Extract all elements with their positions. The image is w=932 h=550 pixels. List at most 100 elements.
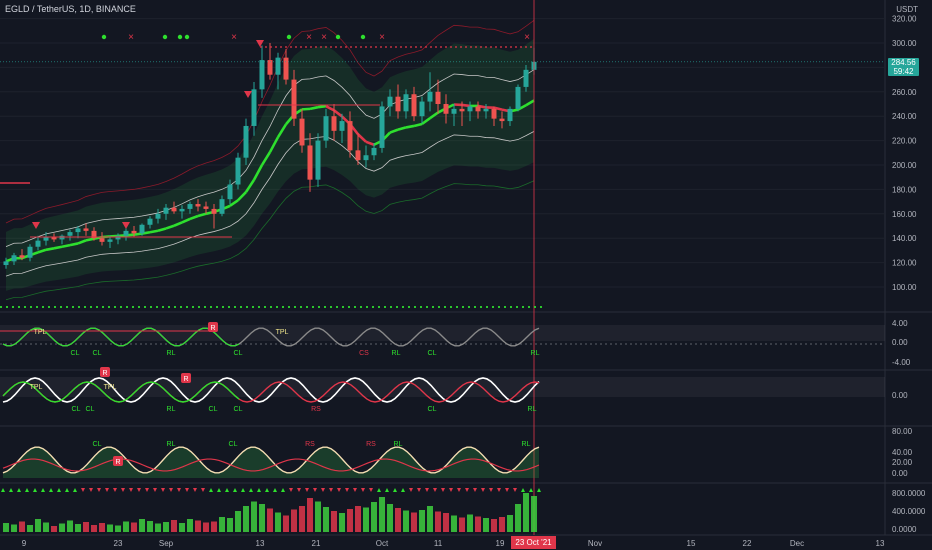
candle: [363, 155, 369, 161]
moving-average-segment: [244, 179, 256, 193]
candle: [251, 89, 257, 126]
time-tick-label: Sep: [159, 539, 174, 548]
candle: [379, 106, 385, 148]
strip-up: [385, 488, 389, 492]
candle: [491, 108, 497, 119]
strip-down: [481, 488, 485, 492]
volume-bar: [187, 519, 193, 532]
candle: [523, 69, 529, 87]
osc1-tick: 0.00: [892, 338, 908, 347]
strip-down: [305, 488, 309, 492]
candle: [403, 94, 409, 112]
osc1-label-0: TPL: [34, 329, 47, 336]
volume-bar: [163, 522, 169, 532]
volume-tick: 800.0000: [892, 489, 926, 498]
outer-band-fill: [6, 38, 534, 291]
moving-average-segment: [260, 151, 272, 166]
strip-down: [441, 488, 445, 492]
candle: [259, 60, 265, 90]
candle: [171, 207, 177, 212]
strip-down: [489, 488, 493, 492]
moving-average-segment: [493, 106, 503, 111]
strip-down: [89, 488, 93, 492]
price-tick-label: 260.00: [892, 88, 917, 97]
osc1-label-6: CS: [359, 350, 369, 357]
moving-average-segment: [397, 126, 407, 131]
volume-bar: [235, 511, 241, 532]
volume-bar: [299, 506, 305, 532]
osc2-label-2: CL: [72, 406, 81, 413]
signal-cross: ×: [128, 32, 134, 43]
volume-bar: [259, 504, 265, 532]
moving-average-segment: [276, 123, 288, 138]
volume-bar: [459, 517, 465, 532]
strip-up: [9, 488, 13, 492]
strip-up: [73, 488, 77, 492]
candle: [347, 121, 353, 151]
strip-down: [433, 488, 437, 492]
osc1-label-1: CL: [71, 350, 80, 357]
candle: [483, 108, 489, 112]
strip-down: [161, 488, 165, 492]
osc1-label-5: TPL: [276, 329, 289, 336]
last-price-badge: 284.56 59:42: [888, 58, 919, 76]
strip-down: [185, 488, 189, 492]
time-tick-label: 21: [312, 539, 321, 548]
candle: [323, 116, 329, 141]
candle: [115, 235, 121, 240]
strip-up: [257, 488, 261, 492]
price-tick-label: 140.00: [892, 234, 917, 243]
time-tick-label: 9: [22, 539, 27, 548]
strip-down: [505, 488, 509, 492]
signal-cross: ×: [306, 32, 312, 43]
r-badge: [181, 373, 191, 383]
moving-average-segment: [429, 111, 439, 120]
candle: [331, 116, 337, 131]
volume-bar: [99, 523, 105, 532]
moving-average-segment: [525, 99, 535, 107]
candle: [283, 57, 289, 80]
strip-down: [497, 488, 501, 492]
candle: [419, 101, 425, 117]
osc1-tick: -4.00: [892, 358, 911, 367]
moving-average-segment: [53, 245, 63, 250]
strip-down: [113, 488, 117, 492]
volume-bar: [427, 506, 433, 532]
strip-up: [265, 488, 269, 492]
candle: [227, 184, 233, 200]
osc2-label-6: CL: [234, 406, 243, 413]
volume-bar: [35, 519, 41, 532]
moving-average-segment: [189, 214, 199, 221]
candle: [147, 218, 153, 225]
price-tick-label: 100.00: [892, 283, 917, 292]
candle: [59, 235, 65, 240]
time-tick-label: Dec: [790, 539, 804, 548]
time-tick-label: 23: [114, 539, 123, 548]
candle: [139, 224, 145, 234]
moving-average-segment: [405, 124, 415, 129]
sell-triangle: [122, 222, 130, 229]
candle: [299, 118, 305, 146]
volume-bar: [147, 521, 153, 532]
volume-bar: [363, 507, 369, 532]
strip-down: [137, 488, 141, 492]
moving-average-segment: [461, 103, 471, 108]
candle: [179, 208, 185, 212]
pane3-line: [2, 446, 540, 474]
candle: [459, 108, 465, 112]
r-badge: [100, 367, 110, 377]
candle: [371, 147, 377, 156]
candle: [451, 108, 457, 114]
candle: [203, 206, 209, 209]
price-tick-label: 300.00: [892, 39, 917, 48]
osc3-tick: 80.00: [892, 427, 913, 436]
moving-average-segment: [309, 105, 319, 111]
candle: [43, 236, 49, 241]
volume-bar: [531, 496, 537, 532]
volume-bar: [67, 520, 73, 532]
volume-bar: [115, 525, 121, 532]
volume-bar: [387, 504, 393, 532]
strip-up: [233, 488, 237, 492]
volume-bar: [483, 518, 489, 532]
